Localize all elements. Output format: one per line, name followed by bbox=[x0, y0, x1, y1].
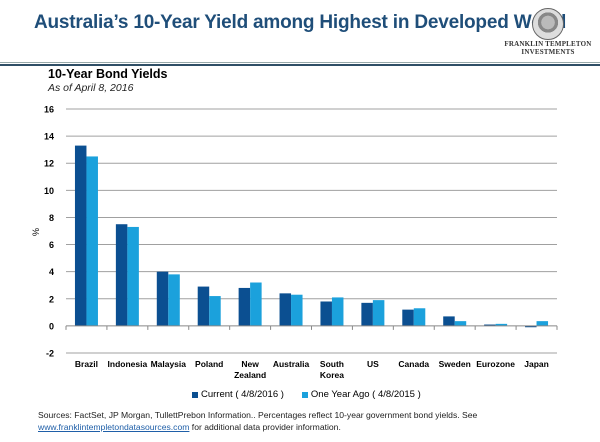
bar-current bbox=[361, 302, 373, 326]
bar-one-year-ago bbox=[331, 297, 344, 326]
y-tick-label: 4 bbox=[49, 267, 54, 277]
data-sources-link[interactable]: www.franklintempletondatasources.com bbox=[38, 422, 190, 432]
x-tick-label: Indonesia bbox=[108, 359, 148, 369]
chart-subtitle: As of April 8, 2016 bbox=[48, 82, 134, 94]
bar-one-year-ago bbox=[413, 308, 426, 326]
x-tick-label: South Korea bbox=[320, 359, 344, 380]
y-axis-ticks: -2 0 2 4 6 8 10 12 14 16 bbox=[44, 105, 54, 359]
bar-current bbox=[156, 271, 169, 326]
bar-current bbox=[484, 324, 496, 326]
bar-current bbox=[320, 301, 332, 326]
x-tick-label: Japan bbox=[524, 359, 549, 369]
bar-current bbox=[402, 309, 414, 326]
bar-current bbox=[525, 325, 537, 328]
bar-current bbox=[74, 145, 87, 326]
franklin-templeton-logo: FRANKLIN TEMPLETON INVESTMENTS bbox=[500, 8, 596, 60]
legend-swatch-one-year-ago bbox=[301, 391, 308, 398]
y-tick-label: 10 bbox=[44, 186, 54, 196]
bar-one-year-ago bbox=[250, 282, 262, 326]
y-tick-label: 8 bbox=[49, 213, 54, 223]
legend-label-one-year-ago: One Year Ago ( 4/8/2015 ) bbox=[310, 389, 421, 400]
bar-one-year-ago bbox=[86, 156, 98, 326]
y-tick-label: 2 bbox=[49, 294, 54, 304]
x-tick-label: Canada bbox=[398, 359, 429, 369]
bar-one-year-ago bbox=[291, 294, 303, 326]
x-tick-label: Brazil bbox=[75, 359, 98, 369]
bar-current bbox=[197, 286, 210, 326]
bar-one-year-ago bbox=[454, 321, 467, 326]
sources-note: Sources: FactSet, JP Morgan, TullettPreb… bbox=[38, 409, 578, 433]
bar-one-year-ago bbox=[536, 321, 549, 326]
franklin-portrait-icon bbox=[532, 8, 564, 40]
y-tick-label: 6 bbox=[49, 240, 54, 250]
x-tick-label: Poland bbox=[195, 359, 223, 369]
bar-current bbox=[238, 287, 251, 326]
y-axis-label: % bbox=[31, 228, 41, 236]
legend-item-current: Current ( 4/8/2016 ) bbox=[192, 389, 284, 400]
x-tick-label: Malaysia bbox=[151, 359, 187, 369]
header-divider-thin bbox=[0, 62, 600, 63]
x-axis-labels: Brazil Indonesia Malaysia Poland New Zealand A… bbox=[75, 359, 549, 380]
logo-line-1: FRANKLIN TEMPLETON bbox=[504, 40, 592, 48]
legend-label-current: Current ( 4/8/2016 ) bbox=[201, 389, 284, 400]
x-tick-label: New Zealand bbox=[234, 359, 266, 380]
y-tick-label: 14 bbox=[44, 132, 54, 142]
bar-one-year-ago bbox=[209, 296, 221, 326]
bar-chart: -2 0 2 4 6 8 10 12 14 16 % Brazil Indonesia Malaysi… bbox=[31, 105, 558, 380]
bar-one-year-ago bbox=[495, 323, 508, 326]
bar-current bbox=[115, 224, 128, 326]
sources-text: Sources: FactSet, JP Morgan, TullettPreb… bbox=[38, 410, 478, 420]
bar-one-year-ago bbox=[168, 274, 180, 326]
chart-title: 10-Year Bond Yields bbox=[48, 67, 168, 81]
header-divider-thick bbox=[0, 64, 600, 66]
bar-one-year-ago bbox=[372, 300, 385, 326]
sources-text-end: for additional data provider information… bbox=[189, 422, 341, 432]
x-axis bbox=[65, 325, 558, 330]
page-title: Australia’s 10-Year Yield among Highest … bbox=[34, 12, 567, 33]
y-tick-label: -2 bbox=[46, 349, 54, 359]
x-tick-label: US bbox=[367, 359, 379, 369]
bars bbox=[74, 145, 549, 328]
y-tick-label: 12 bbox=[44, 159, 54, 169]
y-tick-label: 0 bbox=[49, 321, 54, 331]
legend-item-one-year-ago: One Year Ago ( 4/8/2015 ) bbox=[301, 389, 421, 400]
x-tick-label: Eurozone bbox=[476, 359, 515, 369]
legend: Current ( 4/8/2016 ) One Year Ago ( 4/8/… bbox=[192, 389, 421, 400]
logo-line-2: INVESTMENTS bbox=[521, 48, 575, 56]
gridlines bbox=[66, 108, 557, 354]
bar-one-year-ago bbox=[127, 226, 139, 326]
bar-current bbox=[279, 293, 292, 326]
x-tick-label: Australia bbox=[273, 359, 310, 369]
legend-swatch-current bbox=[192, 391, 198, 398]
y-tick-label: 16 bbox=[44, 105, 54, 115]
bar-current bbox=[443, 316, 455, 326]
x-tick-label: Sweden bbox=[439, 359, 471, 369]
